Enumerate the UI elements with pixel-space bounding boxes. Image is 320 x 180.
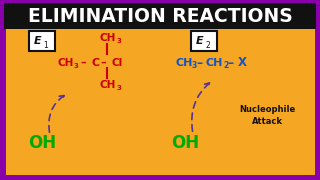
Text: OH: OH	[28, 134, 56, 152]
FancyBboxPatch shape	[4, 3, 316, 29]
Text: 3: 3	[117, 38, 122, 44]
FancyBboxPatch shape	[191, 31, 217, 51]
Text: Attack: Attack	[252, 118, 283, 127]
Text: 3: 3	[117, 85, 122, 91]
Text: 2: 2	[206, 42, 210, 51]
Text: Nucleophile: Nucleophile	[239, 105, 295, 114]
Text: CH: CH	[206, 58, 223, 68]
Text: CH: CH	[100, 33, 116, 43]
Text: Cl: Cl	[111, 58, 122, 68]
Text: –: –	[100, 58, 106, 68]
Text: OH: OH	[171, 134, 199, 152]
Text: CH: CH	[58, 58, 74, 68]
Text: E: E	[34, 36, 42, 46]
Text: CH: CH	[175, 58, 192, 68]
Text: X: X	[238, 57, 247, 69]
Text: 1: 1	[44, 42, 48, 51]
Text: –: –	[227, 57, 233, 69]
Text: –: –	[196, 57, 202, 69]
FancyBboxPatch shape	[29, 31, 55, 51]
FancyArrowPatch shape	[49, 96, 64, 132]
Text: 3: 3	[192, 62, 197, 71]
FancyBboxPatch shape	[2, 2, 318, 178]
Text: CH: CH	[100, 80, 116, 90]
Text: C: C	[91, 58, 99, 68]
Text: 2: 2	[223, 62, 228, 71]
FancyArrowPatch shape	[192, 83, 210, 131]
Text: E: E	[196, 36, 204, 46]
Text: 3: 3	[74, 63, 79, 69]
Text: ELIMINATION REACTIONS: ELIMINATION REACTIONS	[28, 6, 292, 26]
Text: –: –	[80, 58, 86, 68]
